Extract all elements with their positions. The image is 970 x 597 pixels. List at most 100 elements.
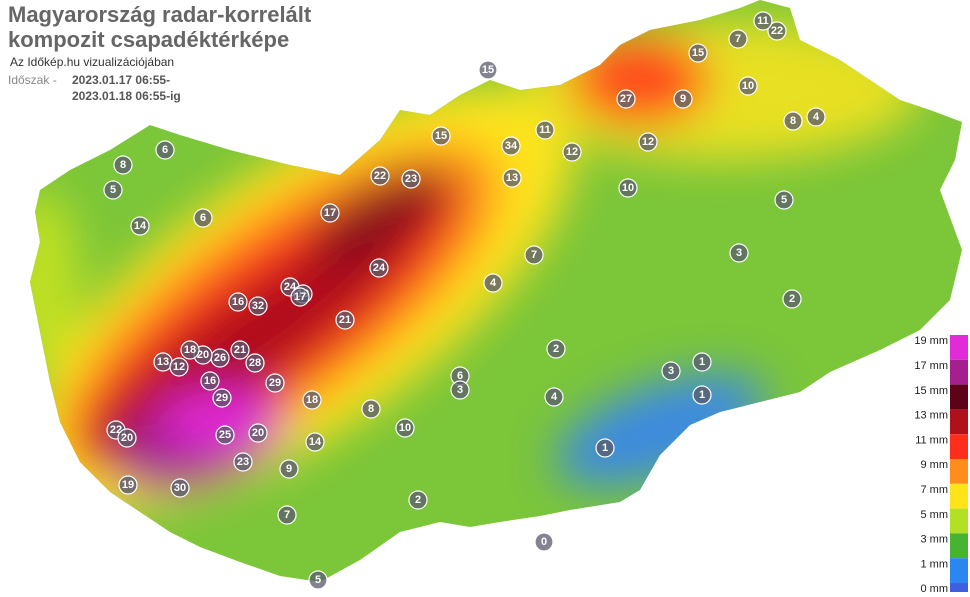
station-value: 22 bbox=[374, 170, 386, 182]
station-value: 8 bbox=[120, 159, 126, 171]
station: 8 bbox=[361, 399, 381, 419]
station: 1 bbox=[692, 352, 712, 372]
station: 17 bbox=[320, 203, 340, 223]
station: 23 bbox=[401, 169, 421, 189]
station: 3 bbox=[661, 361, 681, 381]
station-value: 1 bbox=[699, 356, 705, 368]
station-dot bbox=[408, 490, 428, 510]
station: 27 bbox=[616, 89, 636, 109]
station-value: 10 bbox=[622, 182, 634, 194]
title-line1: Magyarország radar-korrelált bbox=[8, 2, 312, 27]
station-dot bbox=[729, 243, 749, 263]
station: 1 bbox=[692, 385, 712, 405]
station-value: 16 bbox=[204, 375, 216, 387]
station-dot bbox=[502, 168, 522, 188]
station-value: 15 bbox=[692, 47, 704, 59]
station-dot bbox=[248, 423, 268, 443]
station-value: 18 bbox=[184, 344, 196, 356]
station-dot bbox=[117, 428, 137, 448]
station-dot bbox=[215, 425, 235, 445]
station: 10 bbox=[395, 418, 415, 438]
period-from: 2023.01.17 06:55- bbox=[72, 73, 170, 87]
station-value: 12 bbox=[566, 146, 578, 158]
station-value: 24 bbox=[373, 262, 386, 274]
station: 11 bbox=[535, 120, 555, 140]
station: 2 bbox=[408, 490, 428, 510]
station-dot bbox=[305, 432, 325, 452]
legend-label: 9 mm bbox=[921, 459, 949, 471]
station-value: 4 bbox=[490, 277, 497, 289]
station-dot bbox=[155, 140, 175, 160]
station-dot bbox=[265, 373, 285, 393]
station-value: 21 bbox=[234, 344, 246, 356]
station: 13 bbox=[153, 352, 173, 372]
station: 17 bbox=[290, 287, 310, 307]
station-dot bbox=[774, 190, 794, 210]
station: 10 bbox=[618, 178, 638, 198]
station-value: 13 bbox=[157, 356, 169, 368]
legend-label: 1 mm bbox=[921, 558, 949, 570]
station-value: 9 bbox=[680, 93, 686, 105]
station-dot bbox=[688, 43, 708, 63]
station: 30 bbox=[170, 478, 190, 498]
station: 2 bbox=[782, 289, 802, 309]
legend-swatch bbox=[950, 459, 968, 484]
station: 11 bbox=[753, 11, 773, 31]
station-value: 17 bbox=[324, 207, 336, 219]
station: 21 bbox=[230, 340, 250, 360]
station-value: 29 bbox=[269, 377, 281, 389]
station-dot bbox=[248, 296, 268, 316]
station-dot bbox=[279, 459, 299, 479]
station-dot bbox=[618, 178, 638, 198]
station-value: 9 bbox=[286, 463, 292, 475]
station-value: 20 bbox=[252, 427, 264, 439]
station-dot bbox=[335, 310, 355, 330]
legend-swatch bbox=[950, 583, 968, 597]
station: 28 bbox=[245, 353, 265, 373]
station-dot bbox=[200, 371, 220, 391]
station-dot bbox=[103, 180, 123, 200]
station-value: 32 bbox=[252, 300, 264, 312]
station: 6 bbox=[155, 140, 175, 160]
station: 10 bbox=[738, 76, 758, 96]
legend-swatch bbox=[950, 533, 968, 559]
station: 7 bbox=[728, 29, 748, 49]
station-dot bbox=[118, 475, 138, 495]
station: 20 bbox=[248, 423, 268, 443]
station-dot bbox=[483, 273, 503, 293]
station: 23 bbox=[233, 452, 253, 472]
station-dot bbox=[193, 208, 213, 228]
station-dot bbox=[661, 361, 681, 381]
station: 12 bbox=[169, 357, 189, 377]
station-value: 20 bbox=[197, 349, 209, 361]
legend-label: 19 mm bbox=[914, 335, 948, 347]
station-value: 3 bbox=[668, 365, 674, 377]
station-dot bbox=[361, 399, 381, 419]
station-dot bbox=[544, 387, 564, 407]
station-value: 4 bbox=[551, 391, 558, 403]
station: 1 bbox=[595, 438, 615, 458]
station-dot bbox=[524, 245, 544, 265]
station-dot bbox=[753, 11, 773, 31]
station-dot bbox=[180, 340, 200, 360]
period-to: 2023.01.18 06:55-ig bbox=[72, 89, 181, 103]
station: 14 bbox=[305, 432, 325, 452]
subtitle: Az Időkép.hu vizualizációjában bbox=[10, 55, 174, 69]
station-dot bbox=[728, 29, 748, 49]
station-value: 0 bbox=[541, 536, 547, 548]
station-value: 22 bbox=[771, 25, 783, 37]
station-dot bbox=[692, 385, 712, 405]
station: 15 bbox=[431, 126, 451, 146]
station-dot bbox=[395, 418, 415, 438]
legend-swatch bbox=[950, 483, 968, 509]
title-line2: kompozit csapadéktérképe bbox=[8, 27, 289, 52]
station-dot bbox=[783, 111, 803, 131]
station-value: 17 bbox=[294, 291, 306, 303]
station: 15 bbox=[688, 43, 708, 63]
station-dot bbox=[233, 452, 253, 472]
station-value: 12 bbox=[642, 136, 654, 148]
station-labels: 3427223029292832262524242323222221212020… bbox=[103, 11, 826, 590]
station-dot bbox=[738, 76, 758, 96]
station: 12 bbox=[638, 132, 658, 152]
